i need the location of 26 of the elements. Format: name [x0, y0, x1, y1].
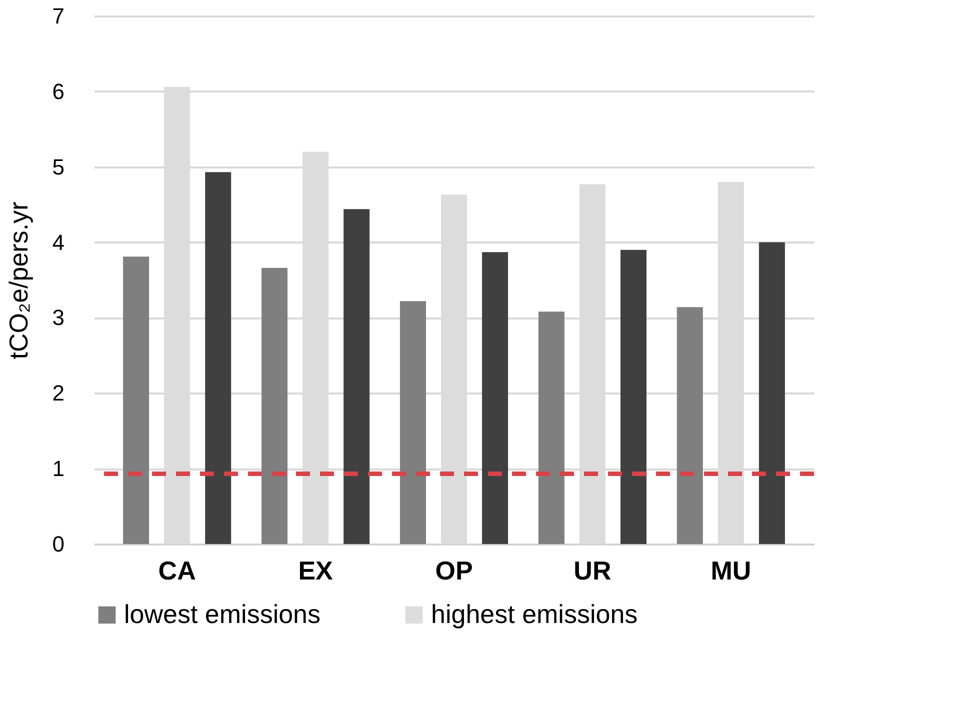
y-tick-label: 5 [52, 154, 64, 180]
bar [676, 307, 703, 544]
legend-label: highest emissions [431, 599, 638, 629]
y-tick-label: 6 [52, 78, 64, 104]
bar [482, 252, 508, 544]
y-tick-label: 4 [52, 230, 64, 255]
bar [344, 209, 370, 544]
bar [205, 172, 232, 544]
bar [620, 250, 646, 544]
x-tick-label: UR [574, 556, 612, 586]
x-tick-label: OP [435, 556, 473, 586]
y-tick-label: 0 [52, 532, 64, 556]
x-tick-label: EX [298, 556, 334, 586]
legend-label: lowest emissions [124, 599, 321, 629]
y-tick-label: 1 [52, 456, 64, 482]
bar [262, 268, 288, 544]
y-tick-label: 7 [52, 4, 64, 28]
x-tick-label: MU [710, 556, 752, 586]
bar [123, 256, 150, 544]
bar [538, 312, 564, 544]
y-axis-title: tCO₂e/pers.yr [3, 201, 34, 360]
y-tick-label: 3 [52, 305, 64, 330]
bar [400, 301, 426, 544]
y-tick-label: 2 [52, 380, 64, 406]
bar [758, 242, 785, 544]
x-tick-label: CA [158, 556, 196, 586]
